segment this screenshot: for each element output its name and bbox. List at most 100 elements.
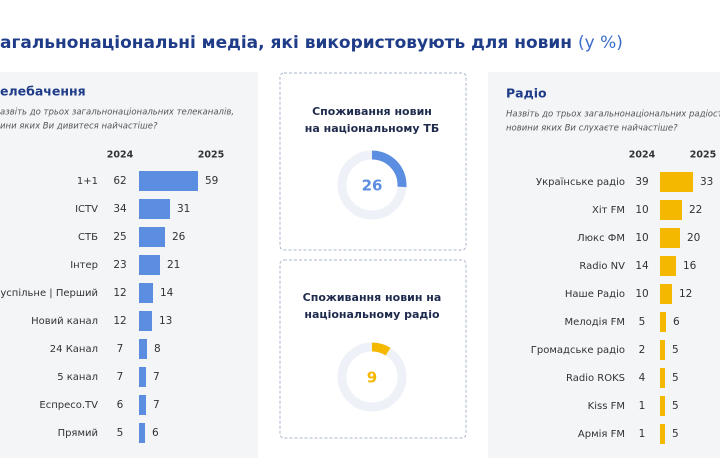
category-label: 5 канал [57,372,98,383]
value-2025: 5 [672,428,679,440]
value-2025: 20 [687,232,700,244]
value-2024: 12 [113,315,126,327]
bar [139,367,146,387]
value-2024: 39 [635,176,648,188]
value-2024: 1 [639,400,646,412]
panel-question: ини яких Ви дивитеся найчастіше? [0,122,158,132]
bar [660,200,682,220]
value-2025: 13 [159,315,172,327]
donut-arc [371,342,391,356]
value-2025: 6 [673,316,680,328]
value-2024: 7 [117,371,124,383]
tv-panel [0,72,258,458]
bar [139,339,147,359]
category-label: Хіт FM [592,204,625,216]
page-title: агальнонаціональні медіа, які використов… [0,33,623,53]
year-header: 2025 [198,150,224,161]
value-2025: 8 [154,343,161,355]
category-label: Громадське радіо [531,344,625,356]
value-2024: 10 [635,232,648,244]
value-2024: 10 [635,288,648,300]
title-unit: (у %) [578,33,623,53]
value-2025: 22 [689,204,702,216]
bar [660,396,665,416]
category-label: 24 Канал [50,344,98,355]
card-title: національному радіо [304,308,440,321]
value-2024: 7 [117,343,124,355]
value-2025: 33 [700,176,713,188]
bar [660,424,665,444]
panel-question: Назвіть до трьох загальнонаціональних ра… [506,110,720,120]
donut-value: 26 [362,177,383,195]
panel-title: елебачення [0,84,86,99]
bar [139,395,146,415]
value-2025: 31 [177,203,190,215]
category-label: Прямий [58,428,98,439]
value-2024: 34 [113,203,127,215]
value-2024: 5 [639,316,646,328]
value-2024: 1 [639,428,646,440]
card-title: Споживання новин на [303,291,442,304]
bar [660,340,665,360]
value-2025: 12 [679,288,692,300]
category-label: Наше Радіо [565,288,625,300]
category-label: Українське радіо [536,176,625,188]
value-2025: 5 [672,372,679,384]
title-text: агальнонаціональні медіа, які використов… [0,33,572,53]
donut-arc [371,150,407,188]
bar [139,171,198,191]
value-2025: 59 [205,175,218,187]
value-2025: 6 [152,427,159,439]
category-label: Інтер [70,260,98,271]
bar [139,311,152,331]
category-label: Radio NV [579,261,625,272]
value-2024: 10 [635,204,648,216]
category-label: Мелодія FM [564,316,625,328]
donut-value: 9 [367,369,377,387]
category-label: Еспресо.TV [39,400,98,411]
value-2025: 16 [683,260,697,272]
value-2024: 2 [639,344,646,356]
category-label: Люкс ФМ [577,233,625,244]
value-2025: 7 [153,399,160,411]
panel-title: Радіо [506,86,547,101]
category-label: Армія FM [578,428,625,440]
value-2024: 4 [639,372,646,384]
category-label: Radio ROKS [566,373,625,384]
bar [139,423,145,443]
bar [660,228,680,248]
year-header: 2024 [107,150,134,161]
year-header: 2024 [629,150,656,161]
value-2025: 5 [672,400,679,412]
value-2024: 6 [117,399,124,411]
bar [139,283,153,303]
value-2024: 23 [113,259,126,271]
category-label: Новий канал [31,316,98,327]
value-2025: 7 [153,371,160,383]
value-2025: 14 [160,287,174,299]
value-2024: 62 [113,175,126,187]
category-label: ICTV [75,204,98,215]
value-2025: 5 [672,344,679,356]
radio-panel [488,72,720,458]
value-2024: 5 [117,427,124,439]
bar [139,255,160,275]
value-2024: 25 [113,231,126,243]
bar [660,172,693,192]
category-label: СТБ [78,232,98,243]
bar [139,227,165,247]
category-label: Kiss FM [588,401,625,412]
card-title: Споживання новин [312,105,432,118]
bar [660,284,672,304]
category-label: Суспільне | Перший [0,287,98,299]
value-2025: 21 [167,259,180,271]
panel-question: новини яких Ви слухаєте найчастіше? [506,124,678,134]
year-header: 2025 [690,150,716,161]
category-label: 1+1 [77,176,98,187]
bar [660,256,676,276]
value-2024: 12 [113,287,126,299]
bar [139,199,170,219]
bar [660,368,665,388]
value-2024: 14 [635,260,649,272]
